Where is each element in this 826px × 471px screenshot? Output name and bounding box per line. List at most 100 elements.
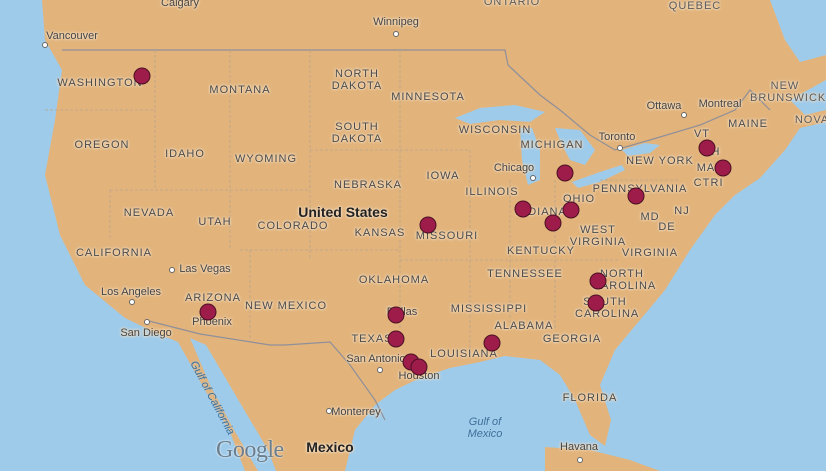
city-label: Winnipeg <box>373 16 419 28</box>
map-marker[interactable] <box>589 272 607 290</box>
bay-of-fundy <box>790 80 826 115</box>
city-dot <box>377 367 383 373</box>
state-label: MAINE <box>728 118 768 130</box>
city-label: Monterrey <box>331 406 381 418</box>
state-label: KANSAS <box>354 227 406 239</box>
city-label: San Antonio <box>346 353 406 365</box>
city-dot <box>617 145 623 151</box>
city-label: Houston <box>398 370 440 382</box>
gulf-of-california <box>190 338 276 471</box>
state-label: IDAHO <box>165 148 205 160</box>
city-label: San Diego <box>120 327 172 339</box>
lake-ontario <box>622 143 660 156</box>
lake-superior <box>455 105 545 124</box>
city-dot <box>577 457 583 463</box>
map-marker[interactable] <box>133 67 151 85</box>
state-label: NJ <box>674 205 690 217</box>
map-marker[interactable] <box>556 164 574 182</box>
map-marker[interactable] <box>544 214 562 232</box>
state-label: CT <box>693 177 711 189</box>
lake-erie <box>572 165 625 188</box>
state-label: ARIZONA <box>185 292 241 304</box>
map-marker[interactable] <box>387 306 405 324</box>
map-marker[interactable] <box>627 187 645 205</box>
state-label: WASHINGTON <box>57 77 143 89</box>
map-marker[interactable] <box>419 216 437 234</box>
city-dot <box>393 31 399 37</box>
city-dot <box>681 112 687 118</box>
gulf-of-mexico-atlantic <box>345 122 826 471</box>
city-label: Calgary <box>161 0 199 9</box>
city-dot <box>326 408 332 414</box>
state-label: UTAH <box>198 216 232 228</box>
city-label: Montreal <box>698 98 742 110</box>
province-label: ONTARIO <box>483 0 541 8</box>
state-label: H <box>711 146 721 158</box>
state-label: SOUTH DAKOTA <box>331 121 383 145</box>
state-label: NEW MEXICO <box>244 300 328 312</box>
state-label: WYOMING <box>235 153 297 165</box>
cuba <box>545 447 660 471</box>
state-label: DE <box>658 221 676 233</box>
state-label: IOWA <box>426 170 460 182</box>
city-dot <box>144 319 150 325</box>
state-label: LOUISIANA <box>430 348 498 360</box>
state-label: NORTH DAKOTA <box>331 68 383 92</box>
map-marker[interactable] <box>587 294 605 312</box>
state-borders <box>45 50 680 360</box>
land-islands <box>545 447 660 471</box>
city-dot <box>169 267 175 273</box>
state-label: OKLAHOMA <box>358 274 430 286</box>
state-label: VT <box>693 128 711 140</box>
city-dot <box>42 42 48 48</box>
map-marker[interactable] <box>410 358 428 376</box>
city-label: Toronto <box>598 131 636 143</box>
state-label: MISSOURI <box>415 230 479 242</box>
water-label: Gulf of Mexico <box>467 416 503 440</box>
map-marker[interactable] <box>199 303 217 321</box>
pacific-ocean <box>0 0 245 471</box>
state-label: NORTH CAROLINA <box>592 268 657 292</box>
state-label: NEBRASKA <box>334 179 402 191</box>
state-label: CALIFORNIA <box>75 247 153 259</box>
map-marker[interactable] <box>483 334 501 352</box>
google-logo[interactable]: Google <box>216 437 284 463</box>
map-marker[interactable] <box>698 139 716 157</box>
map-marker[interactable] <box>387 330 405 348</box>
city-dot <box>129 299 135 305</box>
state-label: WISCONSIN <box>458 124 532 136</box>
us-mexico-border <box>144 319 386 421</box>
state-label: NEVADA <box>123 207 175 219</box>
state-label: MONTANA <box>209 84 271 96</box>
map-marker[interactable] <box>562 201 580 219</box>
state-label: TENNESSEE <box>487 268 563 280</box>
state-label: KENTUCKY <box>507 245 575 257</box>
state-label: VIRGINIA <box>621 247 679 259</box>
city-label: Havana <box>560 441 598 453</box>
state-label: RI <box>710 177 724 189</box>
us-canada-border <box>62 49 771 151</box>
lake-michigan <box>520 128 540 185</box>
city-label: Vancouver <box>46 30 98 42</box>
state-label: FLORIDA <box>562 392 618 404</box>
state-label: WEST VIRGINIA <box>569 224 627 248</box>
state-label: MINNESOTA <box>391 91 465 103</box>
city-label: Los Angeles <box>101 286 161 298</box>
state-label: MISSISSIPPI <box>450 303 528 315</box>
state-label: GEORGIA <box>542 333 602 345</box>
state-label: SOUTH CAROLINA <box>575 296 640 320</box>
state-label: MICHIGAN <box>520 139 584 151</box>
map-marker[interactable] <box>714 159 732 177</box>
province-label: NEW BRUNSWICK <box>750 80 826 104</box>
state-label: NEW YORK <box>626 155 694 167</box>
city-label: Phoenix <box>192 316 232 328</box>
city-label: Las Vegas <box>179 263 231 275</box>
province-label: NOVA <box>794 114 826 126</box>
map-marker[interactable] <box>514 200 532 218</box>
country-label: United States <box>298 204 388 220</box>
gulf-of-st-lawrence <box>770 0 826 62</box>
state-label: ILLINOIS <box>465 186 519 198</box>
state-label: COLORADO <box>257 220 329 232</box>
